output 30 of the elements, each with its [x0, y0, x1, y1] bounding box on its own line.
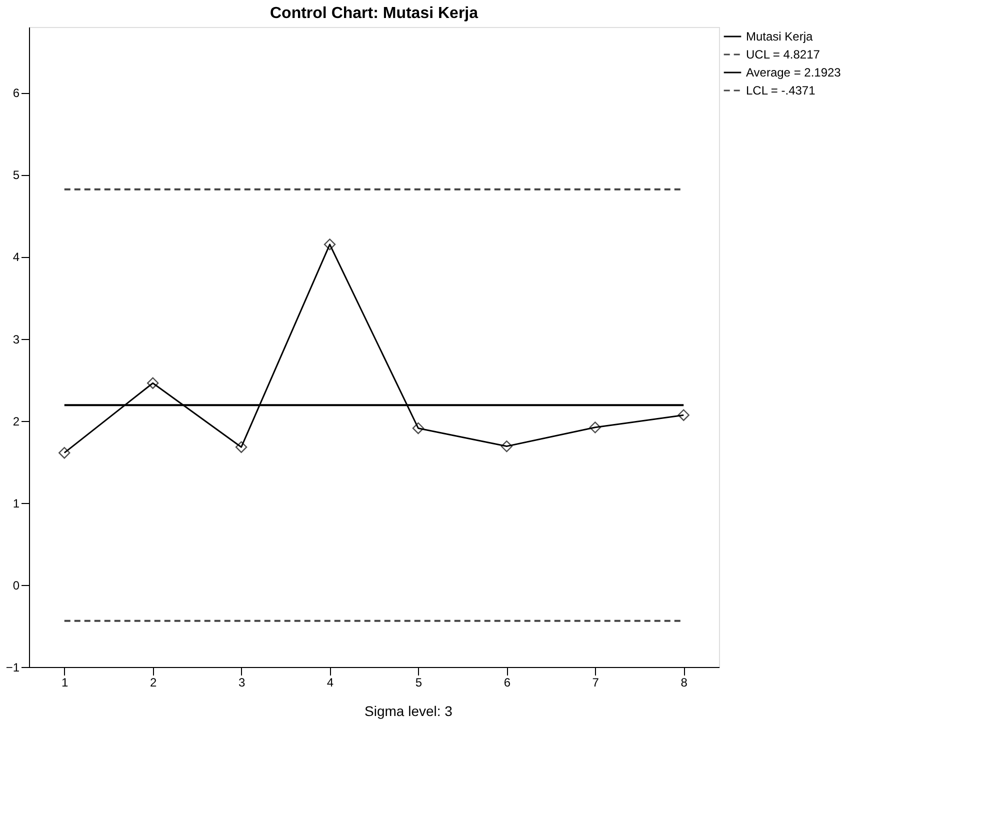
legend-label: UCL = 4.8217 — [746, 48, 820, 62]
y-tick-label: −1 — [6, 660, 20, 674]
x-tick-label: 8 — [680, 676, 688, 690]
point — [147, 377, 159, 389]
y-tick-label: 0 — [12, 578, 20, 592]
text: Sigma level: 3 — [364, 703, 453, 719]
point — [58, 447, 70, 459]
point — [589, 422, 601, 434]
point — [324, 238, 336, 250]
legend-label: LCL = -.4371 — [746, 84, 816, 98]
y-tick-label: 5 — [12, 168, 20, 182]
y-tick-label: 3 — [12, 332, 20, 346]
y-tick-label: 1 — [12, 496, 20, 510]
x-tick-label: 5 — [415, 676, 422, 690]
x-tick-label: 4 — [326, 676, 334, 690]
chart-title: Control Chart: Mutasi Kerja — [270, 5, 478, 22]
y-tick-label: 2 — [12, 414, 20, 428]
x-tick-label: 6 — [504, 676, 511, 690]
x-tick-label: 7 — [592, 676, 600, 690]
point — [678, 409, 690, 421]
legend-label: Average = 2.1923 — [746, 66, 842, 80]
point — [412, 422, 424, 434]
y-tick-label: 6 — [12, 86, 20, 100]
x-tick-label: 1 — [62, 676, 69, 690]
point — [500, 440, 513, 452]
x-tick-label: 2 — [150, 676, 157, 690]
x-tick-label: 3 — [238, 676, 246, 690]
legend-label: Mutasi Kerja — [746, 30, 814, 44]
point — [235, 441, 248, 453]
y-tick-label: 4 — [12, 250, 20, 264]
